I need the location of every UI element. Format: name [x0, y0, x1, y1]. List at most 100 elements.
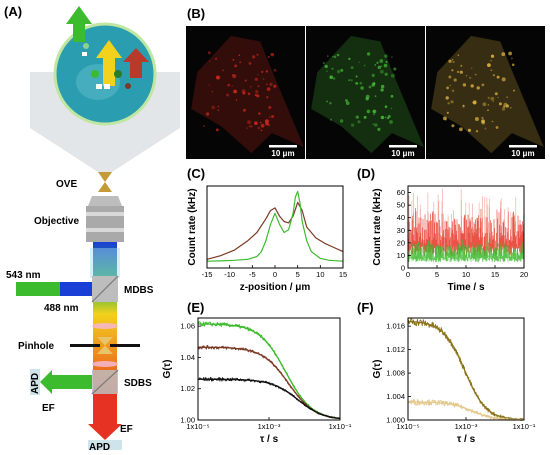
chart-E: 1x10⁻⁵ 1x10⁻³ 1x10⁻¹ 1.00 1.02 1.04 1.06 τ / s G…: [162, 317, 352, 445]
y-tick-label: 0: [401, 264, 405, 273]
fit-line: [407, 401, 525, 421]
objective-label: Objective: [34, 216, 79, 227]
x-tick-label: 0: [273, 270, 277, 279]
y-tick-label: 30: [397, 226, 405, 235]
side-beam: [48, 375, 92, 389]
charts: -15 -10 -5 0 5 10 15 z-position / μm Count rate …: [162, 185, 536, 445]
chart-D: 0 5 10 15 20 0 10 20 30 40 50 60 Time / s Count rate …: [372, 185, 528, 293]
scale-label: 10 μm: [511, 149, 534, 158]
micrograph-merge: 10 μm: [426, 26, 545, 159]
scale-bar: [509, 145, 537, 148]
y-tick-label: 40: [397, 213, 405, 222]
series-line: [197, 321, 341, 420]
y-tick-label: 1.004: [386, 392, 405, 401]
panel-c-label: (C): [187, 166, 205, 181]
micrographs: 10 μm 10 μm 10 μm: [186, 26, 545, 159]
x-tick-label: 1x10⁻⁵: [186, 422, 209, 431]
fit-line: [197, 378, 341, 420]
x-tick-label: 1x10⁻¹: [513, 422, 536, 431]
fit-line: [197, 323, 341, 420]
pinhole-right: [110, 344, 140, 347]
scale-label: 10 μm: [391, 149, 414, 158]
pinhole-left: [70, 344, 100, 347]
x-axis-label: Time / s: [447, 282, 484, 293]
mdbs-label: MDBS: [124, 285, 154, 296]
laser-488-label: 488 nm: [44, 303, 79, 314]
arrow-down-red-bottom-icon: [88, 424, 122, 440]
ef-side-label: EF: [42, 403, 55, 414]
scale-label: 10 μm: [271, 149, 294, 158]
x-axis-label: τ / s: [457, 434, 476, 445]
y-tick-label: 1.06: [180, 322, 195, 331]
panel-d-label: (D): [357, 166, 375, 181]
y-tick-label: 1.04: [180, 353, 195, 362]
arrow-up-green-icon: [66, 6, 92, 42]
series-line: [407, 317, 525, 422]
y-axis-label: G(τ): [372, 360, 383, 379]
panel-a-label: (A): [4, 4, 22, 19]
sdbs-label: SDBS: [124, 378, 152, 389]
series-line: [206, 201, 344, 260]
y-tick-label: 1.016: [386, 322, 405, 331]
panel-e-label: (E): [187, 300, 204, 315]
x-tick-label: 15: [339, 270, 347, 279]
y-tick-label: 1.00: [180, 416, 195, 425]
laser-543: [16, 282, 60, 296]
chart-F: 1x10⁻⁵ 1x10⁻³ 1x10⁻¹ 1.000 1.004 1.008 1.012 1.…: [372, 317, 536, 445]
x-tick-label: -5: [249, 270, 256, 279]
panel-f-label: (F): [357, 300, 374, 315]
y-axis-label: Count rate (kHz): [187, 188, 198, 265]
x-tick-label: 20: [520, 270, 528, 279]
arrow-left-green-icon: [40, 370, 52, 394]
x-tick-label: 10: [462, 270, 470, 279]
fit-line: [407, 320, 525, 421]
x-tick-label: 5: [435, 270, 439, 279]
y-axis-label: G(τ): [162, 360, 173, 379]
scale-bar: [389, 145, 417, 148]
ef-bottom-label: EF: [120, 424, 133, 435]
panel-b-label: (B): [187, 6, 205, 21]
arrow-up-yellow-icon: [96, 40, 122, 86]
x-tick-label: -10: [224, 270, 235, 279]
x-tick-label: 1x10⁻³: [258, 422, 281, 431]
apd-side-label: APD: [30, 373, 41, 394]
y-tick-label: 1.012: [386, 345, 405, 354]
y-tick-label: 1.008: [386, 369, 405, 378]
plot-frame: [206, 185, 344, 269]
x-tick-label: 1x10⁻¹: [329, 422, 352, 431]
y-tick-label: 60: [397, 188, 405, 197]
series-line: [206, 190, 344, 262]
objective-icon: [86, 196, 124, 242]
plot-frame: [197, 317, 341, 421]
x-axis-label: τ / s: [260, 434, 279, 445]
ove-label: OVE: [56, 179, 77, 190]
plot-frame: [407, 317, 525, 421]
x-axis-label: z-position / μm: [240, 282, 311, 293]
y-tick-label: 1.000: [386, 416, 405, 425]
x-tick-label: 0: [406, 270, 410, 279]
x-tick-label: 5: [296, 270, 300, 279]
chart-C: -15 -10 -5 0 5 10 15 z-position / μm Count rate …: [187, 185, 347, 293]
y-tick-label: 20: [397, 238, 405, 247]
y-tick-label: 10: [397, 251, 405, 260]
laser-543-label: 543 nm: [6, 270, 41, 281]
apd-bottom-label: APD: [89, 442, 110, 453]
pinhole-label: Pinhole: [18, 341, 55, 352]
arrow-down-red-icon: [123, 48, 149, 78]
molecule-icons: [82, 43, 131, 89]
x-tick-label: 1x10⁻⁵: [396, 422, 419, 431]
x-tick-label: 1x10⁻³: [455, 422, 478, 431]
y-axis-label: Count rate (kHz): [372, 188, 383, 265]
x-tick-label: 10: [316, 270, 324, 279]
y-tick-label: 50: [397, 201, 405, 210]
series-trace: [407, 239, 525, 263]
scale-bar: [269, 145, 297, 148]
laser-488: [60, 282, 93, 296]
micrograph-red: 10 μm: [186, 26, 305, 159]
micrograph-green: 10 μm: [306, 26, 425, 159]
x-tick-label: -15: [202, 270, 213, 279]
y-tick-label: 1.02: [180, 384, 195, 393]
x-tick-label: 15: [491, 270, 499, 279]
